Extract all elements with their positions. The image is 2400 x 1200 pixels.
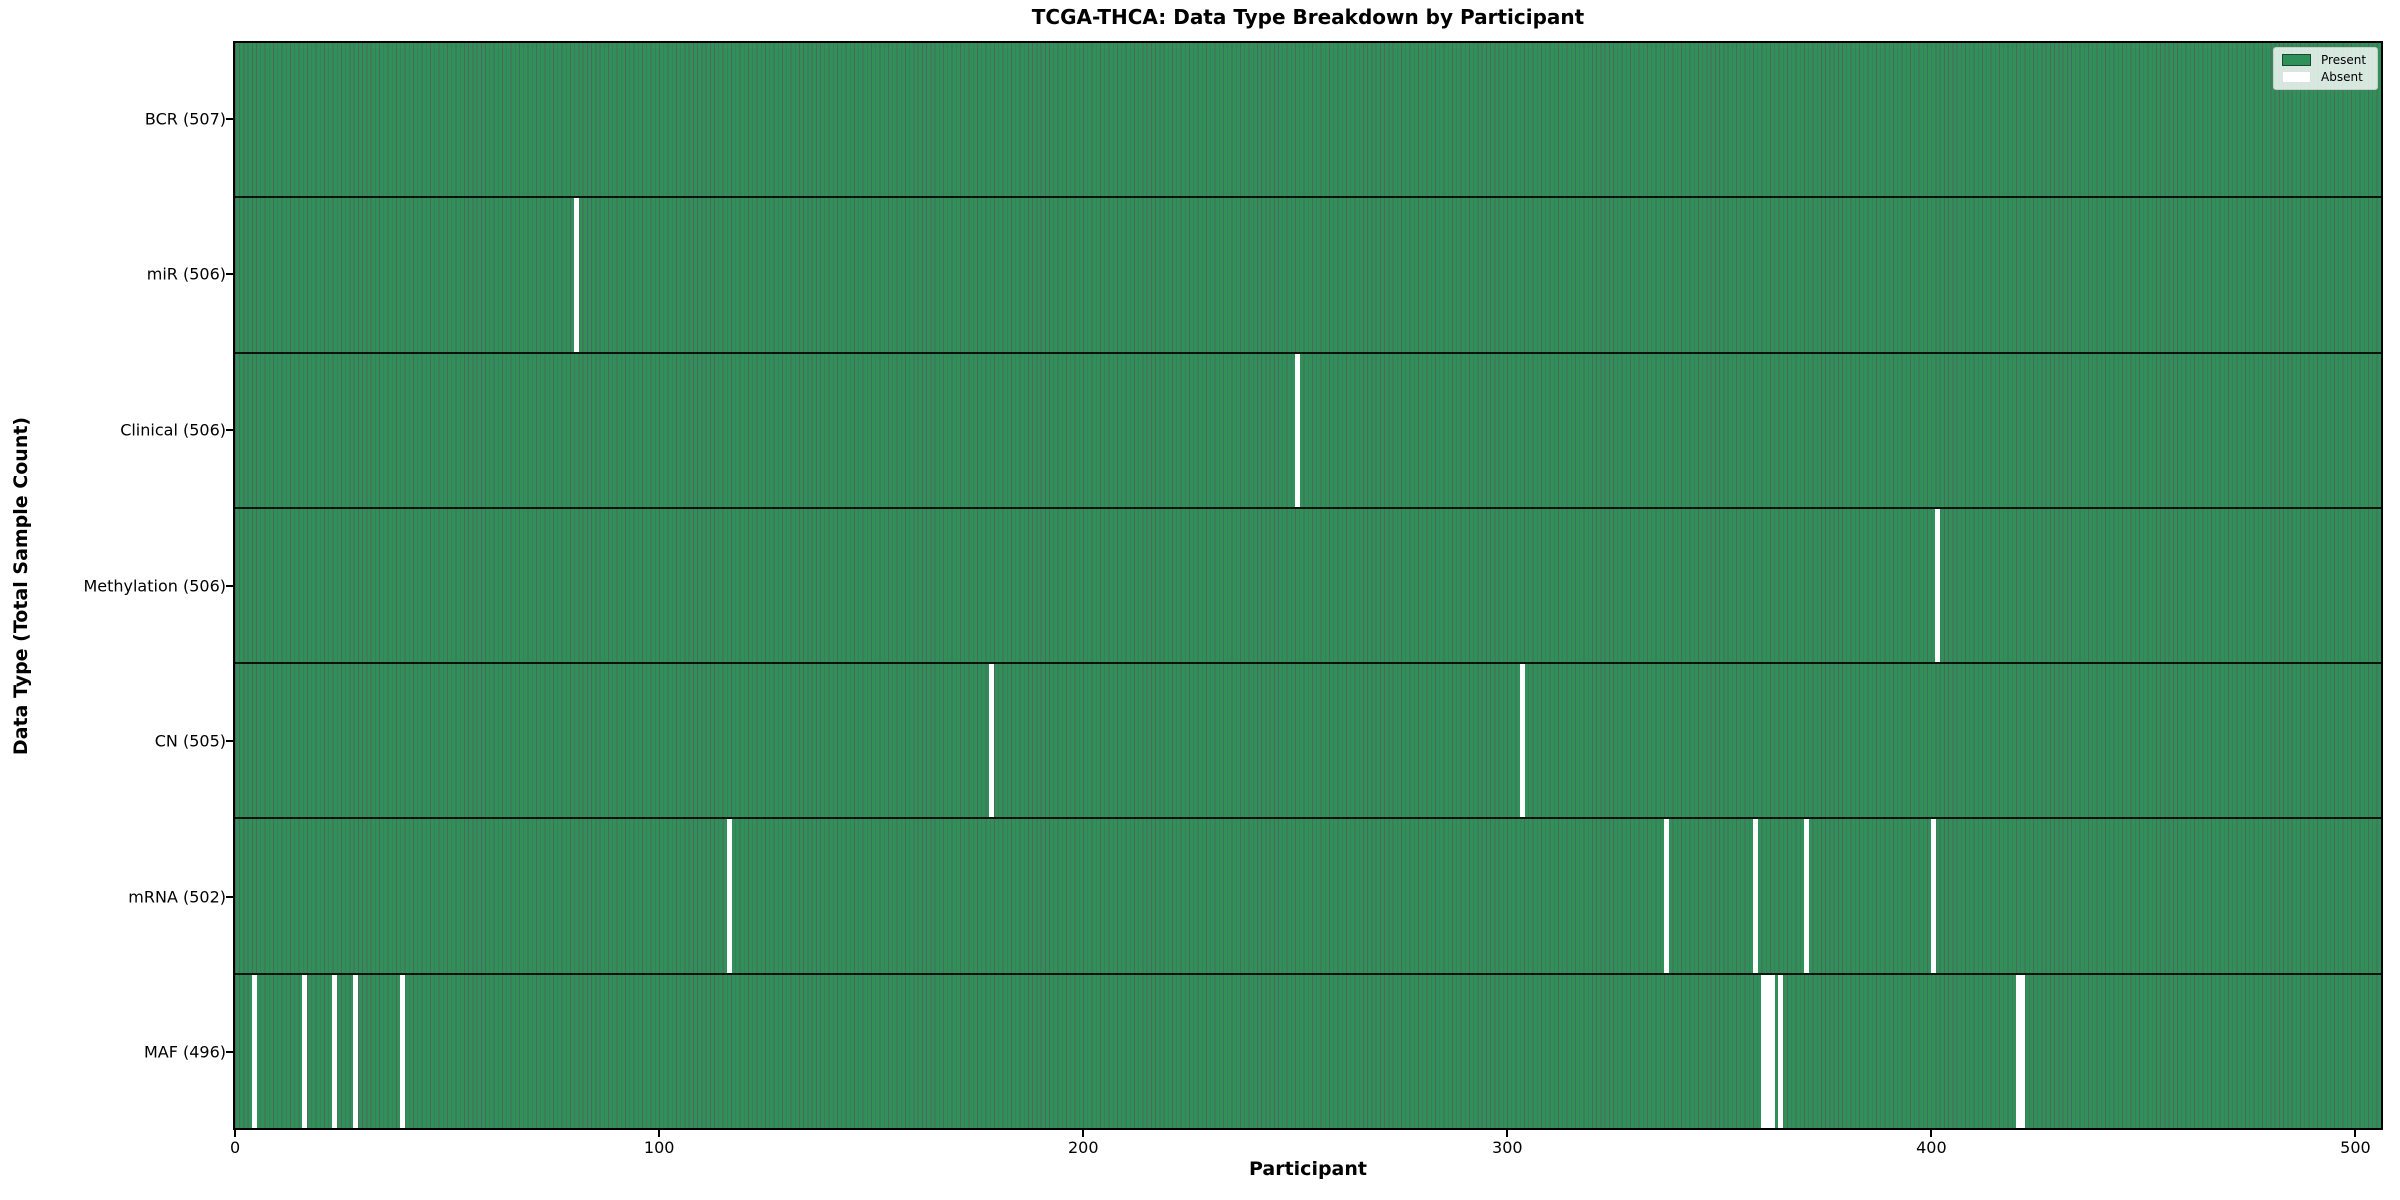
- heatmap-row: [235, 351, 2381, 507]
- absent-gap: [302, 974, 308, 1128]
- heatmap-row: [235, 662, 2381, 818]
- absent-gap: [1752, 819, 1758, 973]
- absent-gap: [1935, 508, 1941, 663]
- x-tick-label: 400: [1916, 1138, 1947, 1157]
- present-swatch-icon: [2282, 54, 2311, 66]
- y-tick-mark: [226, 584, 233, 587]
- x-tick-label: 500: [2340, 1138, 2371, 1157]
- absent-gap: [2015, 974, 2021, 1128]
- legend-item-absent: Absent: [2282, 71, 2369, 83]
- absent-gap: [1519, 664, 1525, 818]
- absent-gap: [1294, 353, 1300, 507]
- heatmap-row: [235, 196, 2381, 352]
- y-tick-mark: [226, 117, 233, 120]
- absent-gap: [251, 974, 257, 1128]
- legend: Present Absent: [2273, 47, 2378, 90]
- x-tick-mark: [1082, 1130, 1085, 1137]
- x-tick-label: 300: [1492, 1138, 1523, 1157]
- y-tick-mark: [226, 1051, 233, 1054]
- absent-gap: [1761, 974, 1767, 1128]
- x-tick-mark: [1506, 1130, 1509, 1137]
- heatmap-row: [235, 972, 2381, 1128]
- x-axis-label: Participant: [1248, 1158, 1367, 1180]
- heatmap-row: [235, 817, 2381, 973]
- y-tick-label: mRNA (502): [128, 887, 226, 907]
- legend-label-absent: Absent: [2321, 70, 2363, 84]
- y-tick-mark: [226, 895, 233, 898]
- absent-gap: [399, 974, 406, 1128]
- plot-area: [233, 41, 2383, 1130]
- y-tick-label: Methylation (506): [83, 576, 226, 595]
- y-tick-label: BCR (507): [144, 109, 226, 129]
- y-tick-label: MAF (496): [143, 1042, 226, 1062]
- absent-gap: [989, 664, 995, 818]
- legend-label-present: Present: [2321, 53, 2367, 67]
- y-tick-label: miR (506): [146, 264, 226, 284]
- y-tick-mark: [226, 273, 233, 276]
- y-axis-label: Data Type (Total Sample Count): [10, 416, 32, 756]
- x-tick-mark: [1930, 1130, 1933, 1137]
- y-tick-mark: [226, 740, 233, 743]
- x-tick-mark: [234, 1130, 237, 1137]
- absent-gap: [353, 974, 359, 1128]
- x-tick-label: 200: [1067, 1138, 1099, 1157]
- absent-gap: [1930, 819, 1936, 973]
- heatmap-row: [235, 506, 2381, 663]
- absent-gap: [726, 819, 732, 973]
- x-tick-label: 0: [230, 1138, 241, 1157]
- absent-gap: [573, 198, 579, 352]
- x-tick-mark: [658, 1130, 661, 1137]
- absent-gap: [1765, 974, 1771, 1128]
- legend-item-present: Present: [2282, 54, 2369, 66]
- absent-gap: [1663, 819, 1669, 973]
- absent-gap: [1803, 819, 1809, 973]
- x-tick-label: 100: [643, 1138, 675, 1157]
- x-tick-mark: [2354, 1130, 2357, 1137]
- absent-swatch-icon: [2282, 71, 2311, 83]
- y-tick-mark: [226, 428, 233, 431]
- chart-title: TCGA-THCA: Data Type Breakdown by Partic…: [1031, 5, 1585, 29]
- absent-gap: [2019, 974, 2025, 1128]
- absent-gap: [1769, 974, 1775, 1128]
- y-tick-label: CN (505): [154, 731, 226, 751]
- absent-gap: [1778, 974, 1784, 1128]
- absent-gap: [332, 974, 338, 1128]
- y-tick-label: Clinical (506): [120, 420, 226, 440]
- heatmap-row: [235, 43, 2381, 197]
